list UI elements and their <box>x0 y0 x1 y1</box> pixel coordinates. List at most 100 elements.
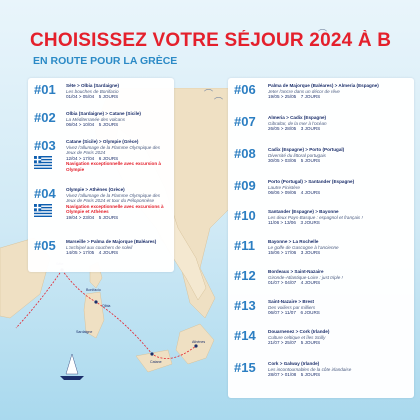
stop-item[interactable]: #10 Santander (Espagne) > Bayonne Les de… <box>234 208 410 236</box>
stop-date-range: 26/05 > 28/05 <box>268 126 297 132</box>
stop-date-range: 15/06 > 17/06 <box>268 250 297 256</box>
stop-number: #13 <box>234 298 256 313</box>
stop-special-note: Navigation exceptionnelle avec excursion… <box>66 161 161 172</box>
stop-info: Saint-Nazaire > Brest Des voiliers par m… <box>268 299 408 316</box>
stop-date-range: 11/06 > 13/06 <box>268 220 296 226</box>
stop-info: Sète > Olbia (Sardaigne) Les bouches de … <box>66 83 168 100</box>
stop-duration: 5 JOURS <box>98 214 119 220</box>
stop-item[interactable]: #12 Bordeaux > Saint-Nazaire Gironde-Atl… <box>234 268 410 296</box>
stop-dates: 15/06 > 17/06 3 JOURS <box>268 250 408 256</box>
stop-description: Vivez l'allumage de la Flamme Olympique … <box>66 144 160 156</box>
stop-dates: 26/05 > 28/05 3 JOURS <box>268 126 408 132</box>
stop-duration: 6 JOURS <box>98 155 119 161</box>
stop-description: Jeter l'ancre dans un décor de rêve <box>268 88 340 94</box>
stop-item[interactable]: #07 Almeria > Cadix (Espagne) Gibraltar,… <box>234 114 410 142</box>
stop-duration: 5 JOURS <box>300 372 321 378</box>
stop-description: Des voiliers par milliers <box>268 304 316 310</box>
map-label-bonifacio: Bonifacio <box>86 288 101 292</box>
stop-duration: 3 JOURS <box>300 220 320 226</box>
stop-route: Cadix (Espagne) > Porto (Portugal) <box>268 147 345 152</box>
stop-item[interactable]: #02 Olbia (Sardaigne) > Catane (Sicile) … <box>34 110 168 138</box>
stop-duration: 3 JOURS <box>300 126 321 132</box>
stop-date-range: 06/07 > 11/07 <box>268 310 296 316</box>
stop-route: Santander (Espagne) > Bayonne <box>268 209 339 214</box>
stop-number: #06 <box>234 82 256 97</box>
page-subtitle: EN ROUTE POUR LA GRÈCE <box>33 55 178 67</box>
stop-description: Diversité du littoral portugais <box>268 152 326 158</box>
stop-dates: 28/07 > 01/08 5 JOURS <box>268 372 408 378</box>
stop-route: Douarnenez > Cork (Irlande) <box>268 329 330 334</box>
stop-duration: 4 JOURS <box>300 190 321 196</box>
stop-route: Olbia (Sardaigne) > Catane (Sicile) <box>66 111 141 116</box>
stop-number: #01 <box>34 82 56 97</box>
stop-number: #08 <box>234 146 256 161</box>
stop-duration: 4 JOURS <box>98 250 119 256</box>
stop-number: #03 <box>34 138 56 153</box>
stop-description: Gironde-Atlantique-Loire : just triple ! <box>268 274 343 280</box>
stop-description: L'archipel aux couchers de soleil <box>66 244 133 250</box>
stop-info: Cadix (Espagne) > Porto (Portugal) Diver… <box>268 147 408 164</box>
itinerary-card-left: #01 Sète > Olbia (Sardaigne) Les bouches… <box>28 78 174 272</box>
stop-dates: 21/07 > 25/07 5 JOURS <box>268 340 408 346</box>
stop-date-range: 14/05 > 17/05 <box>66 250 95 256</box>
stop-info: Bordeaux > Saint-Nazaire Gironde-Atlanti… <box>268 269 408 286</box>
stop-route: Catane (Sicile) > Olympie (Grèce) <box>66 139 139 144</box>
stop-info: Olbia (Sardaigne) > Catane (Sicile) La M… <box>66 111 168 128</box>
seagull-icon: ⌒ <box>204 89 214 99</box>
stop-number: #04 <box>34 186 56 201</box>
stop-info: Bayonne > La Rochelle Le golfe de Gascog… <box>268 239 408 256</box>
stop-route: Bordeaux > Saint-Nazaire <box>268 269 324 274</box>
stop-dates: 11/06 > 13/06 3 JOURS <box>268 220 408 226</box>
stop-duration: 5 JOURS <box>98 122 119 128</box>
map-label-athenes: Athènes <box>192 340 206 344</box>
stop-date-range: 01/07 > 04/07 <box>268 280 297 286</box>
stop-number: #05 <box>34 238 56 253</box>
stop-item[interactable]: #09 Porto (Portugal) > Santander (Espagn… <box>234 178 410 206</box>
greece-flag-icon <box>34 156 52 169</box>
stop-route: Almeria > Cadix (Espagne) <box>268 115 327 120</box>
stop-item[interactable]: #08 Cadix (Espagne) > Porto (Portugal) D… <box>234 146 410 174</box>
stop-number: #02 <box>34 110 56 125</box>
stop-number: #15 <box>234 360 256 375</box>
stop-route: Olympie > Athènes (Grèce) <box>66 187 125 192</box>
stop-date-range: 19/05 > 25/05 <box>268 94 297 100</box>
stop-item[interactable]: #15 Cork > Galway (Irlande) Les incontou… <box>234 360 410 388</box>
stop-duration: 5 JOURS <box>300 340 321 346</box>
stop-info: Marseille > Palma de Majorque (Baléares)… <box>66 239 168 256</box>
map-label-catane: Catane <box>150 360 162 364</box>
stop-date-range: 06/04 > 10/04 <box>66 122 95 128</box>
stop-dates: 19/04 > 23/04 5 JOURS <box>66 215 168 221</box>
stop-item[interactable]: #03 Catane (Sicile) > Olympie (Grèce) Vi… <box>34 138 168 184</box>
stop-item[interactable]: #04 Olympie > Athènes (Grèce) Vivez l'al… <box>34 186 168 236</box>
stop-number: #10 <box>234 208 256 223</box>
stop-item[interactable]: #01 Sète > Olbia (Sardaigne) Les bouches… <box>34 82 168 110</box>
stop-number: #07 <box>234 114 256 129</box>
stop-item[interactable]: #06 Palma de Majorque (Baléares) > Almer… <box>234 82 410 112</box>
greece-flag-icon <box>34 204 52 217</box>
stop-number: #11 <box>234 238 255 253</box>
stop-dates: 01/07 > 04/07 4 JOURS <box>268 280 408 286</box>
stop-route: Bayonne > La Rochelle <box>268 239 319 244</box>
stop-route: Saint-Nazaire > Brest <box>268 299 315 304</box>
page-title: CHOISISSEZ VOTRE SÉJOUR 2024 À B <box>30 30 392 51</box>
stop-duration: 7 JOURS <box>300 94 321 100</box>
stop-item[interactable]: #13 Saint-Nazaire > Brest Des voiliers p… <box>234 298 410 326</box>
stop-dates: 30/05 > 03/06 5 JOURS <box>268 158 408 164</box>
stop-item[interactable]: #05 Marseille > Palma de Majorque (Baléa… <box>34 238 168 268</box>
stop-dates: 06/07 > 11/07 6 JOURS <box>268 310 408 316</box>
stop-dates: 06/06 > 09/06 4 JOURS <box>268 190 408 196</box>
stop-info: Palma de Majorque (Baléares) > Almeria (… <box>268 83 408 100</box>
stop-info: Catane (Sicile) > Olympie (Grèce) Vivez … <box>66 139 168 173</box>
stop-item[interactable]: #14 Douarnenez > Cork (Irlande) Culture … <box>234 328 410 356</box>
seagull-icon: ⌒ <box>214 97 224 107</box>
stop-dates: 19/05 > 25/05 7 JOURS <box>268 94 408 100</box>
stop-duration: 5 JOURS <box>98 94 119 100</box>
stop-description: Lautre Finistère <box>268 184 300 190</box>
stop-dates: 14/05 > 17/05 4 JOURS <box>66 250 168 256</box>
stop-duration: 5 JOURS <box>300 158 321 164</box>
stop-info: Olympie > Athènes (Grèce) Vivez l'alluma… <box>66 187 168 221</box>
map-label-sardaigne: Sardaigne <box>76 330 93 334</box>
stop-dates: 12/04 > 17/04 6 JOURS <box>66 156 168 162</box>
stop-date-range: 12/04 > 17/04 <box>66 155 95 161</box>
stop-item[interactable]: #11 Bayonne > La Rochelle Le golfe de Ga… <box>234 238 410 266</box>
